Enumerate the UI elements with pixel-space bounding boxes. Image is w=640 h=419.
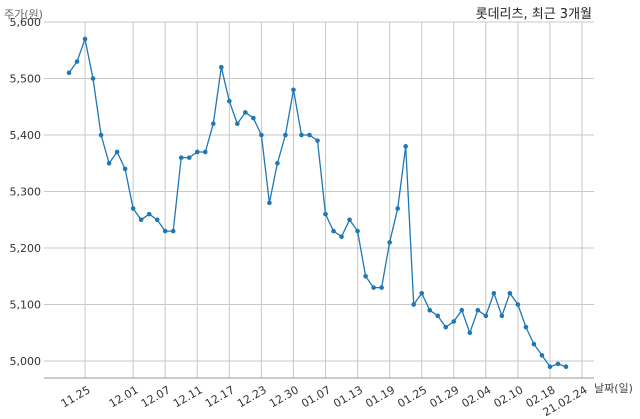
x-tick-label: 01.29: [427, 383, 461, 410]
data-point: [563, 364, 569, 369]
grid-lines: [44, 21, 594, 379]
y-tick-label: 5,000: [10, 355, 42, 368]
data-point: [98, 132, 104, 138]
data-point: [451, 319, 457, 324]
y-tick-label: 5,100: [10, 299, 42, 312]
y-tick-label: 5,400: [10, 129, 42, 142]
x-tick-label: 01.07: [299, 383, 333, 410]
data-point: [315, 138, 320, 143]
x-tick-label: 01.25: [395, 383, 429, 410]
x-tick-label: 12.23: [235, 383, 269, 410]
data-point: [154, 217, 160, 223]
data-point: [515, 302, 521, 307]
data-point: [555, 361, 561, 367]
data-point: [339, 234, 344, 240]
data-point: [74, 59, 80, 64]
data-point: [259, 132, 264, 138]
x-tick-label: 12.11: [171, 383, 205, 410]
data-point: [547, 364, 553, 369]
y-axis-label: 주가(원): [4, 8, 43, 21]
data-point: [427, 307, 433, 313]
data-point: [387, 240, 392, 245]
y-tick-labels: 5,000 5,100 5,200 5,300 5,400 5,500 5,600: [10, 16, 42, 368]
data-point: [483, 313, 489, 319]
data-point: [291, 87, 296, 93]
data-point: [210, 121, 216, 127]
data-point: [475, 307, 481, 313]
data-point: [162, 228, 168, 234]
data-point: [243, 110, 248, 115]
x-tick-label: 12.01: [107, 383, 141, 410]
data-point: [66, 70, 72, 76]
data-point: [275, 160, 280, 166]
data-point: [90, 76, 96, 81]
data-point: [435, 313, 441, 319]
x-tick-labels: 11.25 12.0112.0712.1112.1712.2312.3001.07…: [59, 383, 590, 419]
x-tick-label: 12.30: [267, 383, 301, 410]
y-tick-label: 5,600: [10, 16, 42, 29]
x-tick-label: 12.07: [139, 383, 173, 410]
data-point: [267, 200, 272, 206]
data-point: [507, 290, 513, 296]
data-point: [395, 206, 400, 211]
data-point: [467, 330, 473, 336]
data-point: [106, 160, 112, 166]
data-point: [347, 217, 352, 223]
data-point: [219, 64, 224, 70]
x-tick-label: 02.10: [492, 383, 526, 410]
data-point: [283, 132, 288, 138]
data-point: [491, 290, 497, 296]
data-point: [307, 132, 312, 138]
data-point: [202, 149, 208, 155]
y-tick-label: 5,500: [10, 73, 42, 86]
data-point: [379, 285, 384, 290]
data-point: [371, 285, 376, 290]
data-point: [459, 307, 465, 313]
data-point: [227, 98, 232, 104]
data-point: [235, 121, 240, 127]
data-point: [178, 155, 184, 160]
data-point: [499, 313, 505, 319]
data-point: [194, 149, 200, 155]
data-point: [411, 302, 416, 307]
data-point: [122, 166, 128, 172]
y-tick-label: 5,300: [10, 186, 42, 199]
chart-title: 롯데리츠, 최근 3개월: [475, 7, 592, 22]
data-point: [419, 290, 425, 296]
data-point: [138, 217, 144, 223]
x-tick-label: 02.04: [460, 383, 494, 410]
data-point: [363, 273, 368, 279]
data-point: [331, 228, 336, 234]
x-tick-label: 12.17: [203, 383, 237, 410]
data-point: [82, 36, 88, 42]
x-tick-label: 11.25: [59, 383, 93, 410]
data-point: [403, 144, 408, 149]
data-point: [170, 228, 176, 234]
data-point: [146, 211, 152, 217]
data-point: [523, 324, 529, 330]
series-layer: [66, 36, 569, 369]
data-point: [443, 324, 449, 330]
series-line: [68, 36, 567, 368]
data-point: [355, 228, 360, 234]
data-point: [531, 341, 537, 347]
data-point: [539, 353, 545, 358]
x-tick-label: 01.19: [363, 383, 397, 410]
data-point: [114, 149, 120, 155]
y-tick-label: 5,200: [10, 242, 42, 255]
data-point: [251, 115, 256, 121]
data-point: [130, 206, 136, 211]
x-axis-label: 날짜(일): [594, 382, 633, 395]
data-point: [323, 211, 328, 217]
x-tick-label: 01.13: [331, 383, 365, 410]
data-point: [186, 155, 192, 160]
data-point: [299, 132, 304, 138]
